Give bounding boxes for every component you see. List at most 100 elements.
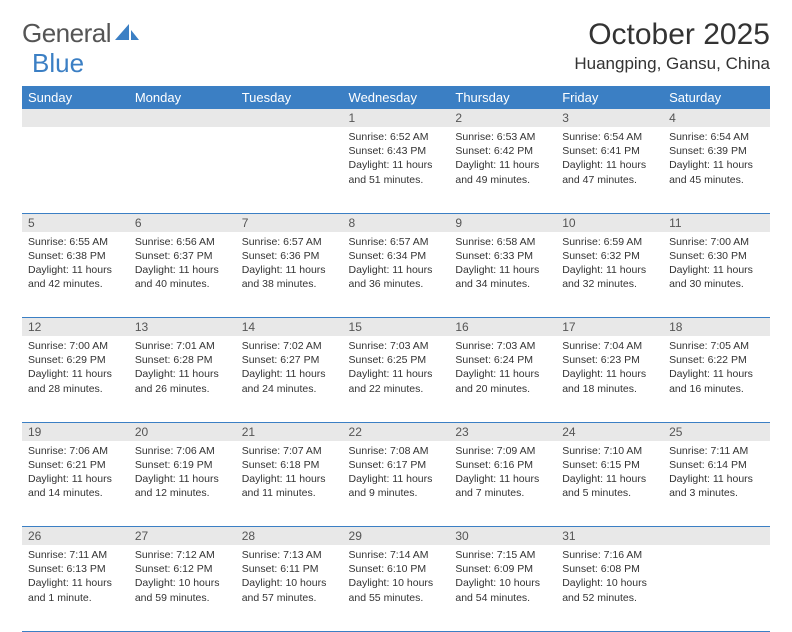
day-number: [129, 109, 236, 127]
day-cell: Sunrise: 7:11 AMSunset: 6:14 PMDaylight:…: [663, 441, 770, 527]
daynum-cell: 9: [449, 213, 556, 232]
header: General October 2025 Huangping, Gansu, C…: [22, 18, 770, 74]
day-content: Sunrise: 7:04 AMSunset: 6:23 PMDaylight:…: [556, 336, 663, 400]
day-content: Sunrise: 7:08 AMSunset: 6:17 PMDaylight:…: [343, 441, 450, 505]
daynum-cell: 23: [449, 422, 556, 441]
month-title: October 2025: [574, 18, 770, 52]
daynum-cell: 11: [663, 213, 770, 232]
day-number: [663, 527, 770, 545]
weekday-header: Friday: [556, 86, 663, 109]
day-number: 30: [449, 527, 556, 545]
weekday-header-row: SundayMondayTuesdayWednesdayThursdayFrid…: [22, 86, 770, 109]
day-number: 11: [663, 214, 770, 232]
daynum-cell: [129, 109, 236, 127]
daynum-cell: 10: [556, 213, 663, 232]
daynum-cell: 6: [129, 213, 236, 232]
day-cell: Sunrise: 7:08 AMSunset: 6:17 PMDaylight:…: [343, 441, 450, 527]
day-number: 5: [22, 214, 129, 232]
day-cell: Sunrise: 7:02 AMSunset: 6:27 PMDaylight:…: [236, 336, 343, 422]
weekday-header: Sunday: [22, 86, 129, 109]
logo-text-blue: Blue: [32, 48, 84, 79]
day-number: 29: [343, 527, 450, 545]
content-row: Sunrise: 7:11 AMSunset: 6:13 PMDaylight:…: [22, 545, 770, 631]
day-content: Sunrise: 7:13 AMSunset: 6:11 PMDaylight:…: [236, 545, 343, 609]
day-content: Sunrise: 7:00 AMSunset: 6:29 PMDaylight:…: [22, 336, 129, 400]
daynum-cell: 21: [236, 422, 343, 441]
day-number: 14: [236, 318, 343, 336]
daynum-cell: 5: [22, 213, 129, 232]
day-content: Sunrise: 7:16 AMSunset: 6:08 PMDaylight:…: [556, 545, 663, 609]
day-content: Sunrise: 7:06 AMSunset: 6:21 PMDaylight:…: [22, 441, 129, 505]
day-number: 1: [343, 109, 450, 127]
day-cell: Sunrise: 7:06 AMSunset: 6:21 PMDaylight:…: [22, 441, 129, 527]
day-content: Sunrise: 6:56 AMSunset: 6:37 PMDaylight:…: [129, 232, 236, 296]
daynum-cell: 25: [663, 422, 770, 441]
day-number: 21: [236, 423, 343, 441]
day-content: Sunrise: 7:05 AMSunset: 6:22 PMDaylight:…: [663, 336, 770, 400]
daynum-cell: 16: [449, 318, 556, 337]
daynum-cell: 7: [236, 213, 343, 232]
day-number: 17: [556, 318, 663, 336]
day-cell: Sunrise: 7:03 AMSunset: 6:25 PMDaylight:…: [343, 336, 450, 422]
day-content: Sunrise: 6:57 AMSunset: 6:34 PMDaylight:…: [343, 232, 450, 296]
day-number: 2: [449, 109, 556, 127]
day-cell: Sunrise: 6:53 AMSunset: 6:42 PMDaylight:…: [449, 127, 556, 213]
day-content: Sunrise: 7:03 AMSunset: 6:25 PMDaylight:…: [343, 336, 450, 400]
daynum-cell: 2: [449, 109, 556, 127]
day-content: Sunrise: 6:52 AMSunset: 6:43 PMDaylight:…: [343, 127, 450, 191]
day-cell: Sunrise: 7:10 AMSunset: 6:15 PMDaylight:…: [556, 441, 663, 527]
day-content: Sunrise: 6:59 AMSunset: 6:32 PMDaylight:…: [556, 232, 663, 296]
daynum-cell: 8: [343, 213, 450, 232]
daynum-cell: 1: [343, 109, 450, 127]
day-content: Sunrise: 6:57 AMSunset: 6:36 PMDaylight:…: [236, 232, 343, 296]
day-number: [236, 109, 343, 127]
day-number: 9: [449, 214, 556, 232]
day-number: [22, 109, 129, 127]
day-content: Sunrise: 7:10 AMSunset: 6:15 PMDaylight:…: [556, 441, 663, 505]
day-cell: Sunrise: 7:06 AMSunset: 6:19 PMDaylight:…: [129, 441, 236, 527]
day-cell: Sunrise: 7:13 AMSunset: 6:11 PMDaylight:…: [236, 545, 343, 631]
day-content: Sunrise: 7:11 AMSunset: 6:13 PMDaylight:…: [22, 545, 129, 609]
daynum-cell: 14: [236, 318, 343, 337]
day-cell: Sunrise: 7:05 AMSunset: 6:22 PMDaylight:…: [663, 336, 770, 422]
day-content: Sunrise: 7:11 AMSunset: 6:14 PMDaylight:…: [663, 441, 770, 505]
day-content: [129, 127, 236, 134]
calendar-body: 1234Sunrise: 6:52 AMSunset: 6:43 PMDayli…: [22, 109, 770, 631]
day-number: 8: [343, 214, 450, 232]
day-cell: Sunrise: 7:12 AMSunset: 6:12 PMDaylight:…: [129, 545, 236, 631]
day-cell: Sunrise: 7:09 AMSunset: 6:16 PMDaylight:…: [449, 441, 556, 527]
logo: General: [22, 18, 143, 49]
day-number: 25: [663, 423, 770, 441]
day-cell: Sunrise: 7:00 AMSunset: 6:30 PMDaylight:…: [663, 232, 770, 318]
day-content: Sunrise: 7:00 AMSunset: 6:30 PMDaylight:…: [663, 232, 770, 296]
daynum-cell: [236, 109, 343, 127]
day-cell: [129, 127, 236, 213]
day-cell: Sunrise: 6:58 AMSunset: 6:33 PMDaylight:…: [449, 232, 556, 318]
day-cell: Sunrise: 6:57 AMSunset: 6:36 PMDaylight:…: [236, 232, 343, 318]
day-number: 27: [129, 527, 236, 545]
day-content: Sunrise: 7:07 AMSunset: 6:18 PMDaylight:…: [236, 441, 343, 505]
daynum-cell: 4: [663, 109, 770, 127]
daynum-cell: 18: [663, 318, 770, 337]
daynum-row: 567891011: [22, 213, 770, 232]
content-row: Sunrise: 7:00 AMSunset: 6:29 PMDaylight:…: [22, 336, 770, 422]
day-content: Sunrise: 7:06 AMSunset: 6:19 PMDaylight:…: [129, 441, 236, 505]
day-cell: Sunrise: 6:54 AMSunset: 6:41 PMDaylight:…: [556, 127, 663, 213]
day-number: 15: [343, 318, 450, 336]
daynum-row: 12131415161718: [22, 318, 770, 337]
day-cell: Sunrise: 6:52 AMSunset: 6:43 PMDaylight:…: [343, 127, 450, 213]
daynum-cell: [22, 109, 129, 127]
day-number: 20: [129, 423, 236, 441]
day-content: Sunrise: 7:15 AMSunset: 6:09 PMDaylight:…: [449, 545, 556, 609]
weekday-header: Monday: [129, 86, 236, 109]
daynum-row: 19202122232425: [22, 422, 770, 441]
day-number: 3: [556, 109, 663, 127]
day-cell: Sunrise: 7:01 AMSunset: 6:28 PMDaylight:…: [129, 336, 236, 422]
day-cell: [663, 545, 770, 631]
day-number: 24: [556, 423, 663, 441]
day-content: [236, 127, 343, 134]
day-cell: Sunrise: 7:04 AMSunset: 6:23 PMDaylight:…: [556, 336, 663, 422]
content-row: Sunrise: 6:52 AMSunset: 6:43 PMDaylight:…: [22, 127, 770, 213]
daynum-cell: 28: [236, 527, 343, 546]
daynum-cell: 26: [22, 527, 129, 546]
